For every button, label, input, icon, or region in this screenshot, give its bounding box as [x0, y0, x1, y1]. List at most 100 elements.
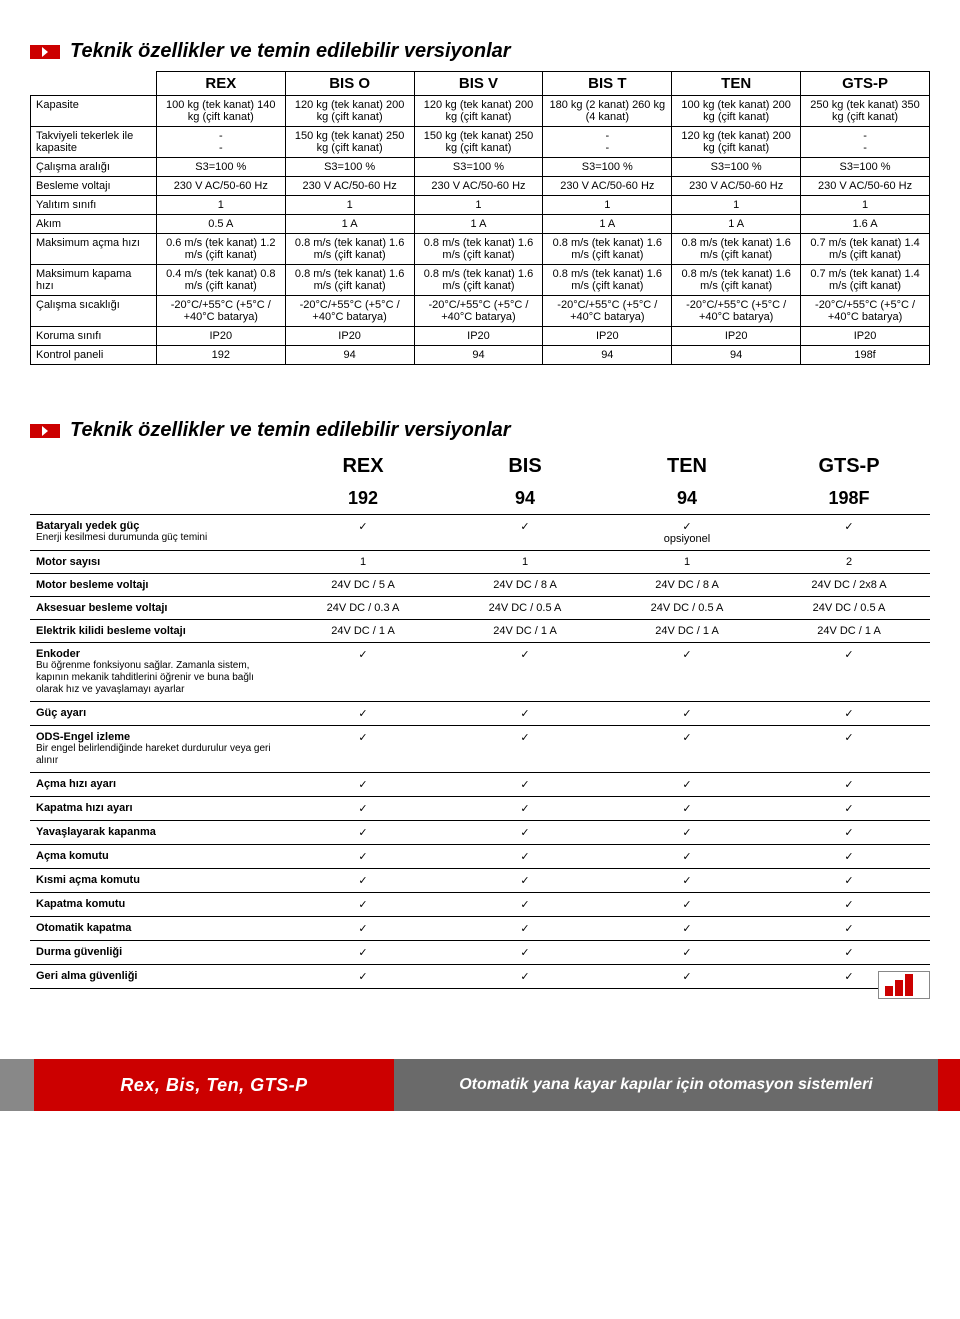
t2-cell: ✓ — [444, 773, 606, 797]
t1-row-label: Çalışma aralığı — [31, 158, 157, 177]
t1-cell: IP20 — [156, 327, 285, 346]
t1-cell: S3=100 % — [285, 158, 414, 177]
t1-cell: -20°C/+55°C (+5°C / +40°C batarya) — [801, 296, 930, 327]
t1-cell: 0.4 m/s (tek kanat) 0.8 m/s (çift kanat) — [156, 265, 285, 296]
t1-cell: IP20 — [414, 327, 543, 346]
t2-cell: ✓ opsiyonel — [606, 515, 768, 551]
t2-row-label: Kapatma komutu — [30, 893, 282, 917]
t1-cell: 0.8 m/s (tek kanat) 1.6 m/s (çift kanat) — [543, 265, 672, 296]
t1-cell: S3=100 % — [672, 158, 801, 177]
section1-header: Teknik özellikler ve temin edilebilir ve… — [30, 40, 930, 63]
t2-code-2: 94 — [606, 483, 768, 515]
t1-cell: 230 V AC/50-60 Hz — [414, 177, 543, 196]
t2-cell: 2 — [768, 551, 930, 574]
t1-cell: 230 V AC/50-60 Hz — [285, 177, 414, 196]
t1-cell: 0.7 m/s (tek kanat) 1.4 m/s (çift kanat) — [801, 265, 930, 296]
t1-cell: -20°C/+55°C (+5°C / +40°C batarya) — [156, 296, 285, 327]
t2-cell: 1 — [606, 551, 768, 574]
t1-cell: 0.8 m/s (tek kanat) 1.6 m/s (çift kanat) — [285, 265, 414, 296]
t1-row-label: Koruma sınıfı — [31, 327, 157, 346]
section2-title: Teknik özellikler ve temin edilebilir ve… — [70, 419, 511, 442]
t2-cell: ✓ — [606, 893, 768, 917]
t1-row-label: Maksimum kapama hızı — [31, 265, 157, 296]
t2-cell: ✓ — [606, 773, 768, 797]
t1-cell: 198f — [801, 346, 930, 365]
t2-cell: ✓ — [282, 845, 444, 869]
t2-cell: ✓ — [444, 643, 606, 702]
t1-cell: - - — [543, 127, 672, 158]
t2-cell: 24V DC / 8 A — [444, 574, 606, 597]
t2-cell: ✓ — [606, 869, 768, 893]
t2-cell: 24V DC / 0.5 A — [444, 597, 606, 620]
t2-row-label: Açma hızı ayarı — [30, 773, 282, 797]
t1-cell: 1 A — [414, 215, 543, 234]
t1-cell: 0.8 m/s (tek kanat) 1.6 m/s (çift kanat) — [672, 265, 801, 296]
t2-cell: ✓ — [444, 941, 606, 965]
t1-row-label: Takviyeli tekerlek ile kapasite — [31, 127, 157, 158]
t2-cell: ✓ — [606, 821, 768, 845]
t2-cell: 24V DC / 0.5 A — [768, 597, 930, 620]
t2-cell: ✓ — [606, 845, 768, 869]
t1-cell: 1 — [543, 196, 672, 215]
t1-cell: 0.8 m/s (tek kanat) 1.6 m/s (çift kanat) — [414, 265, 543, 296]
t2-row-label: Otomatik kapatma — [30, 917, 282, 941]
t1-cell: 100 kg (tek kanat) 200 kg (çift kanat) — [672, 96, 801, 127]
t1-row-label: Akım — [31, 215, 157, 234]
t2-cell: ✓ — [768, 893, 930, 917]
t1-cell: 1 — [156, 196, 285, 215]
t1-cell: S3=100 % — [543, 158, 672, 177]
t1-cell: 120 kg (tek kanat) 200 kg (çift kanat) — [672, 127, 801, 158]
t1-cell: 1.6 A — [801, 215, 930, 234]
t2-cell: ✓ — [444, 845, 606, 869]
t2-cell: 24V DC / 1 A — [444, 620, 606, 643]
t2-row-label: Aksesuar besleme voltajı — [30, 597, 282, 620]
t1-cell: 120 kg (tek kanat) 200 kg (çift kanat) — [285, 96, 414, 127]
t1-cell: 0.7 m/s (tek kanat) 1.4 m/s (çift kanat) — [801, 234, 930, 265]
bullet-icon — [30, 45, 60, 59]
t2-row-label: Kısmi açma komutu — [30, 869, 282, 893]
t1-col-3: BIS T — [543, 72, 672, 96]
t2-cell: ✓ — [444, 869, 606, 893]
t1-cell: -20°C/+55°C (+5°C / +40°C batarya) — [414, 296, 543, 327]
t2-row-label: Motor sayısı — [30, 551, 282, 574]
t1-cell: 192 — [156, 346, 285, 365]
t1-cell: 0.8 m/s (tek kanat) 1.6 m/s (çift kanat) — [414, 234, 543, 265]
t2-cell: ✓ — [444, 797, 606, 821]
t1-cell: 1 A — [543, 215, 672, 234]
t2-cell: ✓ — [606, 941, 768, 965]
t2-row-label: Kapatma hızı ayarı — [30, 797, 282, 821]
t1-row-label: Kontrol paneli — [31, 346, 157, 365]
t2-cell: 24V DC / 8 A — [606, 574, 768, 597]
t1-cell: 180 kg (2 kanat) 260 kg (4 kanat) — [543, 96, 672, 127]
t1-cell: 230 V AC/50-60 Hz — [801, 177, 930, 196]
t2-row-label: Yavaşlayarak kapanma — [30, 821, 282, 845]
t2-cell: ✓ — [606, 726, 768, 773]
t1-cell: S3=100 % — [156, 158, 285, 177]
t2-row-label: EnkoderBu öğrenme fonksiyonu sağlar. Zam… — [30, 643, 282, 702]
t2-cell: ✓ — [444, 726, 606, 773]
t1-col-0: REX — [156, 72, 285, 96]
t1-cell: S3=100 % — [414, 158, 543, 177]
t2-row-label: Durma güvenliği — [30, 941, 282, 965]
t1-cell: S3=100 % — [801, 158, 930, 177]
t2-row-label: Açma komutu — [30, 845, 282, 869]
t1-cell: 150 kg (tek kanat) 250 kg (çift kanat) — [414, 127, 543, 158]
t2-cell: ✓ — [768, 941, 930, 965]
t2-cell: ✓ — [282, 917, 444, 941]
t1-cell: -20°C/+55°C (+5°C / +40°C batarya) — [672, 296, 801, 327]
t1-cell: 1 — [672, 196, 801, 215]
t2-cell: ✓ — [768, 845, 930, 869]
t2-cell: 24V DC / 1 A — [768, 620, 930, 643]
bullet-icon — [30, 424, 60, 438]
t2-code-3: 198F — [768, 483, 930, 515]
page-footer: Rex, Bis, Ten, GTS-P Otomatik yana kayar… — [0, 1059, 960, 1111]
t2-cell: ✓ — [444, 515, 606, 551]
t1-cell: 1 — [285, 196, 414, 215]
t2-cell: 1 — [444, 551, 606, 574]
t2-cell: ✓ — [282, 893, 444, 917]
t2-cell: ✓ — [444, 917, 606, 941]
t2-cell: 1 — [282, 551, 444, 574]
t1-cell: 0.8 m/s (tek kanat) 1.6 m/s (çift kanat) — [285, 234, 414, 265]
footer-tagline: Otomatik yana kayar kapılar için otomasy… — [394, 1059, 938, 1111]
t2-row-label: ODS-Engel izlemeBir engel belirlendiğind… — [30, 726, 282, 773]
